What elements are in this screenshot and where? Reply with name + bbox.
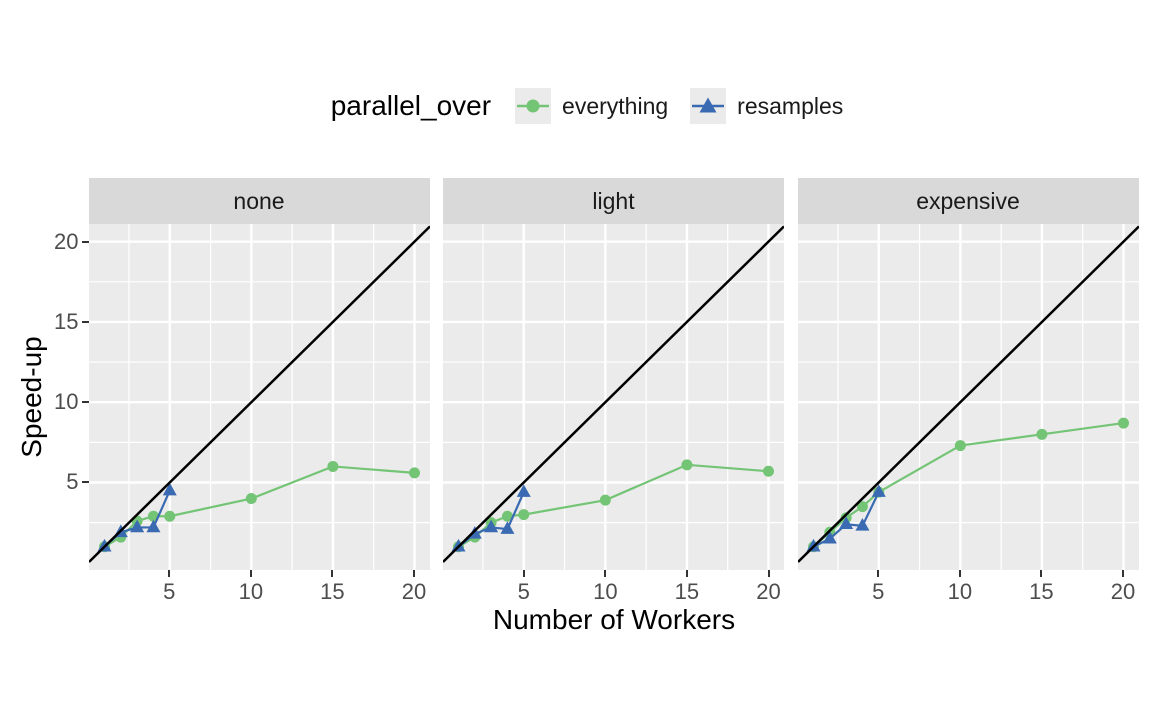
x-axis-title: Number of Workers [492,604,736,635]
x-tick-mark [958,570,961,577]
x-tick-label: 5 [872,579,885,604]
facet-panel-light [443,224,784,570]
minor-gridlines [88,224,430,570]
triangle-marker-icon [690,88,727,124]
legend-item-everything: everything [515,88,682,124]
x-tick-label: 10 [238,579,264,604]
reference-line [443,225,784,563]
facet-strip-expensive: expensive [797,178,1139,224]
facet-strip-light: light [443,178,784,224]
x-tick-mark [168,570,171,577]
legend-title: parallel_over [330,90,492,121]
x-tick-mark [1122,570,1124,577]
y-tick-mark [81,481,89,484]
series-resamples [97,482,177,552]
x-tick-mark [413,570,415,577]
x-tick-mark [522,570,525,577]
y-tick-mark [81,240,89,243]
x-tick-label: 20 [756,579,781,604]
y-tick-label: 10 [54,389,79,415]
legend-label-everything: everything [562,92,669,119]
facet-strip-none: none [88,178,430,224]
y-tick-mark [81,401,89,404]
x-tick-mark [767,570,770,577]
legend-label-resamples: resamples [737,92,844,119]
reference-line [797,225,1139,563]
x-tick-mark [877,570,880,577]
x-tick-label: 15 [1029,579,1054,604]
y-tick-label: 20 [54,228,79,254]
facet-panel-expensive [797,224,1139,570]
y-axis-title: Speed-up [16,336,47,458]
y-tick-mark [81,320,89,323]
y-tick-label: 5 [66,469,79,495]
series-resamples [806,484,886,552]
x-tick-label: 10 [947,579,973,604]
x-tick-label: 10 [593,579,618,604]
x-tick-label: 5 [517,579,530,604]
x-tick-mark [1040,570,1043,577]
x-tick-mark [604,570,607,577]
reference-line [88,225,430,563]
circle-marker-icon [515,88,552,124]
major-gridlines [88,224,430,570]
x-tick-label: 20 [1110,579,1136,604]
x-tick-label: 5 [163,579,176,604]
legend: parallel_over everything resamples [36,82,1152,130]
x-tick-label: 15 [674,579,700,604]
y-tick-label: 15 [54,308,79,334]
x-tick-label: 15 [320,579,345,604]
x-tick-mark [249,570,252,577]
x-tick-label: 20 [401,579,427,604]
facet-panel-none [88,224,430,570]
major-gridlines [797,224,1139,570]
x-tick-mark [331,570,334,577]
x-tick-mark [685,570,688,577]
legend-item-resamples: resamples [690,88,857,124]
major-gridlines [443,224,784,570]
